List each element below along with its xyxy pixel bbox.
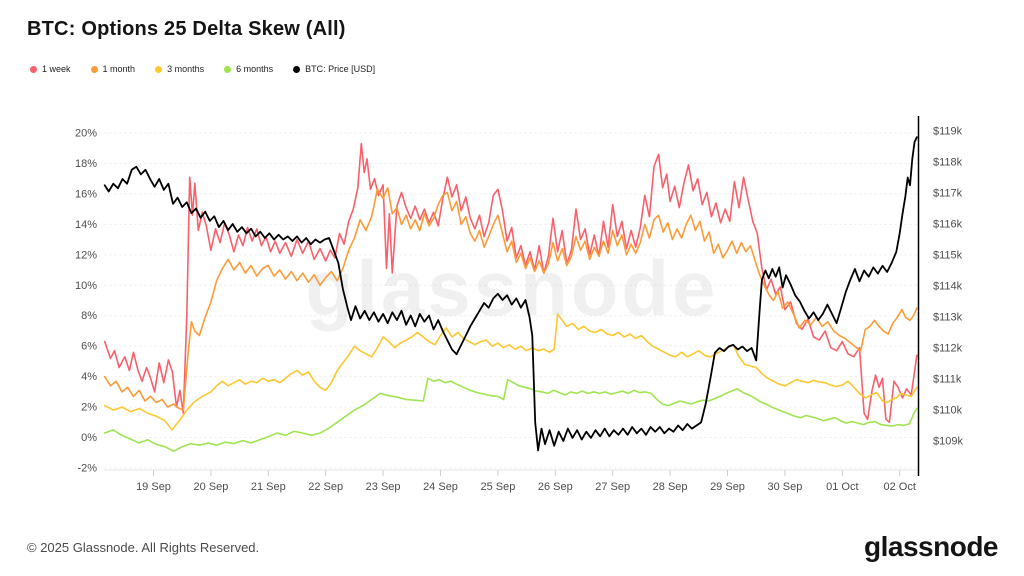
legend-dot-icon (155, 65, 163, 73)
right-axis-tick-label: $110k (933, 405, 963, 417)
x-axis-tick-label: 30 Sep (767, 481, 802, 493)
legend-label: 6 months (236, 64, 274, 74)
series-line-btc-price-usd[interactable] (103, 136, 918, 452)
page-title: BTC: Options 25 Delta Skew (All) (27, 18, 346, 40)
left-axis-tick-label: 10% (75, 280, 97, 292)
legend-dot-icon (293, 65, 301, 73)
legend-item-6-months[interactable]: 6 months (224, 64, 273, 74)
right-axis-tick-label: $112k (933, 343, 963, 355)
left-axis-tick-label: -2% (77, 462, 97, 474)
right-axis-tick-label: $114k (933, 281, 963, 293)
glassnode-logo: glassnode (864, 531, 998, 562)
right-axis-tick-label: $109k (933, 436, 963, 448)
legend-label: BTC: Price [USD] (305, 64, 376, 74)
right-axis-tick-label: $113k (933, 312, 963, 324)
legend-dot-icon (90, 65, 98, 73)
x-axis-tick-label: 01 Oct (826, 481, 858, 493)
legend-label: 3 months (167, 64, 205, 74)
x-axis-tick-label: 19 Sep (136, 481, 171, 493)
x-axis-tick-label: 25 Sep (480, 481, 515, 493)
left-axis-tick-label: 8% (81, 310, 97, 322)
left-axis-tick-label: 0% (81, 432, 97, 444)
left-axis-tick-label: 6% (81, 341, 97, 353)
right-axis-tick-label: $115k (933, 250, 963, 262)
left-axis-tick-label: 16% (75, 188, 97, 200)
legend-label: 1 month (102, 64, 136, 74)
x-axis-tick-label: 21 Sep (251, 481, 286, 493)
right-axis-tick-label: $116k (933, 219, 963, 231)
series-line-1-month[interactable] (103, 187, 918, 411)
x-axis-tick-label: 22 Sep (308, 481, 343, 493)
left-axis-tick-label: 12% (75, 249, 97, 261)
right-axis-tick-label: $118k (933, 157, 963, 169)
left-axis-tick-label: 2% (81, 402, 97, 414)
chart-legend: 1 week 1 month 3 months 6 months BTC: Pr… (30, 64, 375, 74)
x-axis-tick-label: 23 Sep (366, 481, 401, 493)
left-axis-tick-label: 4% (81, 371, 97, 383)
right-axis-tick-label: $117k (933, 188, 963, 200)
series-line-6-months[interactable] (103, 377, 918, 453)
x-axis-tick-label: 27 Sep (595, 481, 630, 493)
left-axis-tick-label: 20% (75, 128, 97, 140)
x-axis-tick-label: 28 Sep (653, 481, 688, 493)
plot-area[interactable] (105, 115, 919, 475)
left-axis-tick-label: 18% (75, 158, 97, 170)
left-axis-tick-label: 14% (75, 219, 97, 231)
legend-dot-icon (30, 65, 37, 73)
x-axis-tick-label: 20 Sep (193, 481, 228, 493)
x-axis-tick-label: 29 Sep (710, 481, 745, 493)
legend-label: 1 week (42, 64, 71, 74)
legend-item-3-months[interactable]: 3 months (155, 64, 204, 74)
x-axis-tick-label: 24 Sep (423, 481, 458, 493)
legend-item-1-month[interactable]: 1 month (90, 64, 136, 74)
series-line-1-week[interactable] (103, 142, 918, 424)
legend-item-1-week[interactable]: 1 week (30, 64, 71, 74)
footer-copyright: © 2025 Glassnode. All Rights Reserved. (27, 540, 260, 555)
x-axis-tick-label: 02 Oct (883, 481, 915, 493)
x-axis-tick-label: 26 Sep (538, 481, 573, 493)
right-axis-tick-label: $119k (933, 126, 963, 138)
legend-item-btc-price[interactable]: BTC: Price [USD] (293, 64, 375, 74)
right-axis-tick-label: $111k (933, 374, 962, 386)
glassnode-watermark: glassnode (306, 244, 719, 332)
legend-dot-icon (224, 65, 232, 73)
